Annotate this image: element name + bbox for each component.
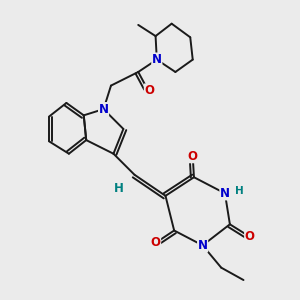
Text: N: N	[198, 239, 208, 252]
Text: O: O	[188, 150, 198, 163]
Text: O: O	[144, 84, 154, 97]
Text: O: O	[245, 230, 255, 243]
Text: H: H	[113, 182, 123, 195]
Text: H: H	[236, 186, 244, 196]
Text: N: N	[220, 187, 230, 200]
Text: O: O	[151, 236, 160, 249]
Text: N: N	[99, 103, 109, 116]
Text: N: N	[152, 53, 162, 66]
